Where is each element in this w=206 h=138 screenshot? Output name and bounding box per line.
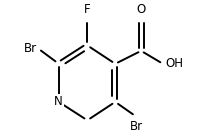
Text: Br: Br <box>130 120 143 133</box>
Text: F: F <box>84 3 91 16</box>
Text: OH: OH <box>166 57 184 70</box>
Text: N: N <box>54 95 63 108</box>
Text: O: O <box>137 3 146 16</box>
Text: Br: Br <box>23 42 36 55</box>
